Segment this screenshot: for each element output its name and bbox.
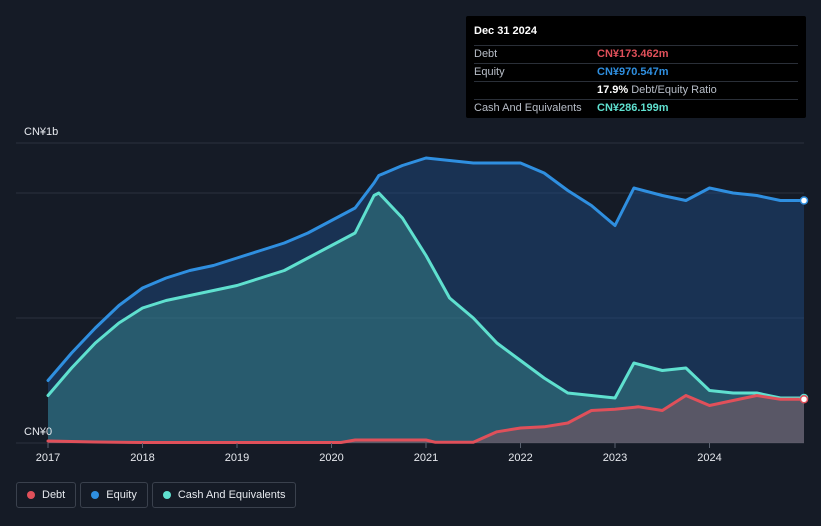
tooltip-value: CN¥970.547m	[597, 66, 669, 78]
series-lines	[46, 156, 806, 444]
x-tick-label: 2023	[603, 452, 627, 464]
tooltip-ratio-label: Debt/Equity Ratio	[631, 84, 717, 96]
grid	[16, 142, 804, 444]
line-debt	[46, 394, 806, 444]
x-tick-label: 2022	[508, 452, 532, 464]
y-axis-bottom-label: CN¥0	[24, 426, 52, 438]
tooltip-row-ratio: 17.9% Debt/Equity Ratio	[474, 82, 798, 100]
tooltip-label: Debt	[474, 48, 498, 60]
area-cash-and-equivalents	[48, 193, 804, 443]
legend-dot-icon	[162, 491, 171, 499]
end-marker-debt	[799, 395, 809, 404]
legend-label: Equity	[106, 489, 137, 501]
y-axis-top-label: CN¥1b	[24, 126, 58, 138]
tooltip-label: Cash And Equivalents	[474, 102, 582, 114]
x-axis-ticks: 2017 2018 2019 2020 2021 2022 2023 2024	[36, 443, 722, 464]
tooltip-date: Dec 31 2024	[474, 16, 798, 46]
x-tick-label: 2017	[36, 452, 60, 464]
tooltip-ratio: 17.9% Debt/Equity Ratio	[597, 82, 717, 99]
legend-item-equity[interactable]: Equity	[80, 482, 148, 508]
tooltip-row-debt: Debt CN¥173.462m	[474, 46, 798, 64]
tooltip-value: CN¥173.462m	[597, 48, 669, 60]
tooltip: Dec 31 2024 Debt CN¥173.462m Equity CN¥9…	[466, 16, 806, 118]
series-areas	[48, 158, 804, 443]
line-cash-and-equivalents	[46, 191, 806, 400]
tooltip-value: CN¥286.199m	[597, 102, 669, 114]
x-tick-label: 2024	[697, 452, 721, 464]
legend-item-debt[interactable]: Debt	[16, 482, 77, 508]
end-markers	[799, 196, 809, 404]
legend-dot-icon	[91, 491, 100, 499]
tooltip-row-cash: Cash And Equivalents CN¥286.199m	[474, 100, 798, 117]
tooltip-row-equity: Equity CN¥970.547m	[474, 64, 798, 82]
x-tick-label: 2021	[414, 452, 438, 464]
tooltip-value: 17.9%	[597, 84, 629, 96]
tooltip-label	[474, 82, 597, 99]
tooltip-label: Equity	[474, 66, 505, 78]
legend-dot-icon	[27, 491, 35, 499]
area-equity	[48, 158, 804, 443]
legend-label: Cash And Equivalents	[177, 489, 286, 501]
x-tick-label: 2020	[319, 452, 343, 464]
x-tick-label: 2019	[225, 452, 249, 464]
line-equity	[46, 156, 806, 382]
legend-item-cash[interactable]: Cash And Equivalents	[151, 482, 297, 508]
x-tick-label: 2018	[130, 452, 154, 464]
legend: Debt Equity Cash And Equivalents	[16, 482, 297, 508]
legend-label: Debt	[42, 489, 66, 501]
end-marker-equity	[799, 196, 809, 205]
area-debt	[48, 395, 804, 443]
